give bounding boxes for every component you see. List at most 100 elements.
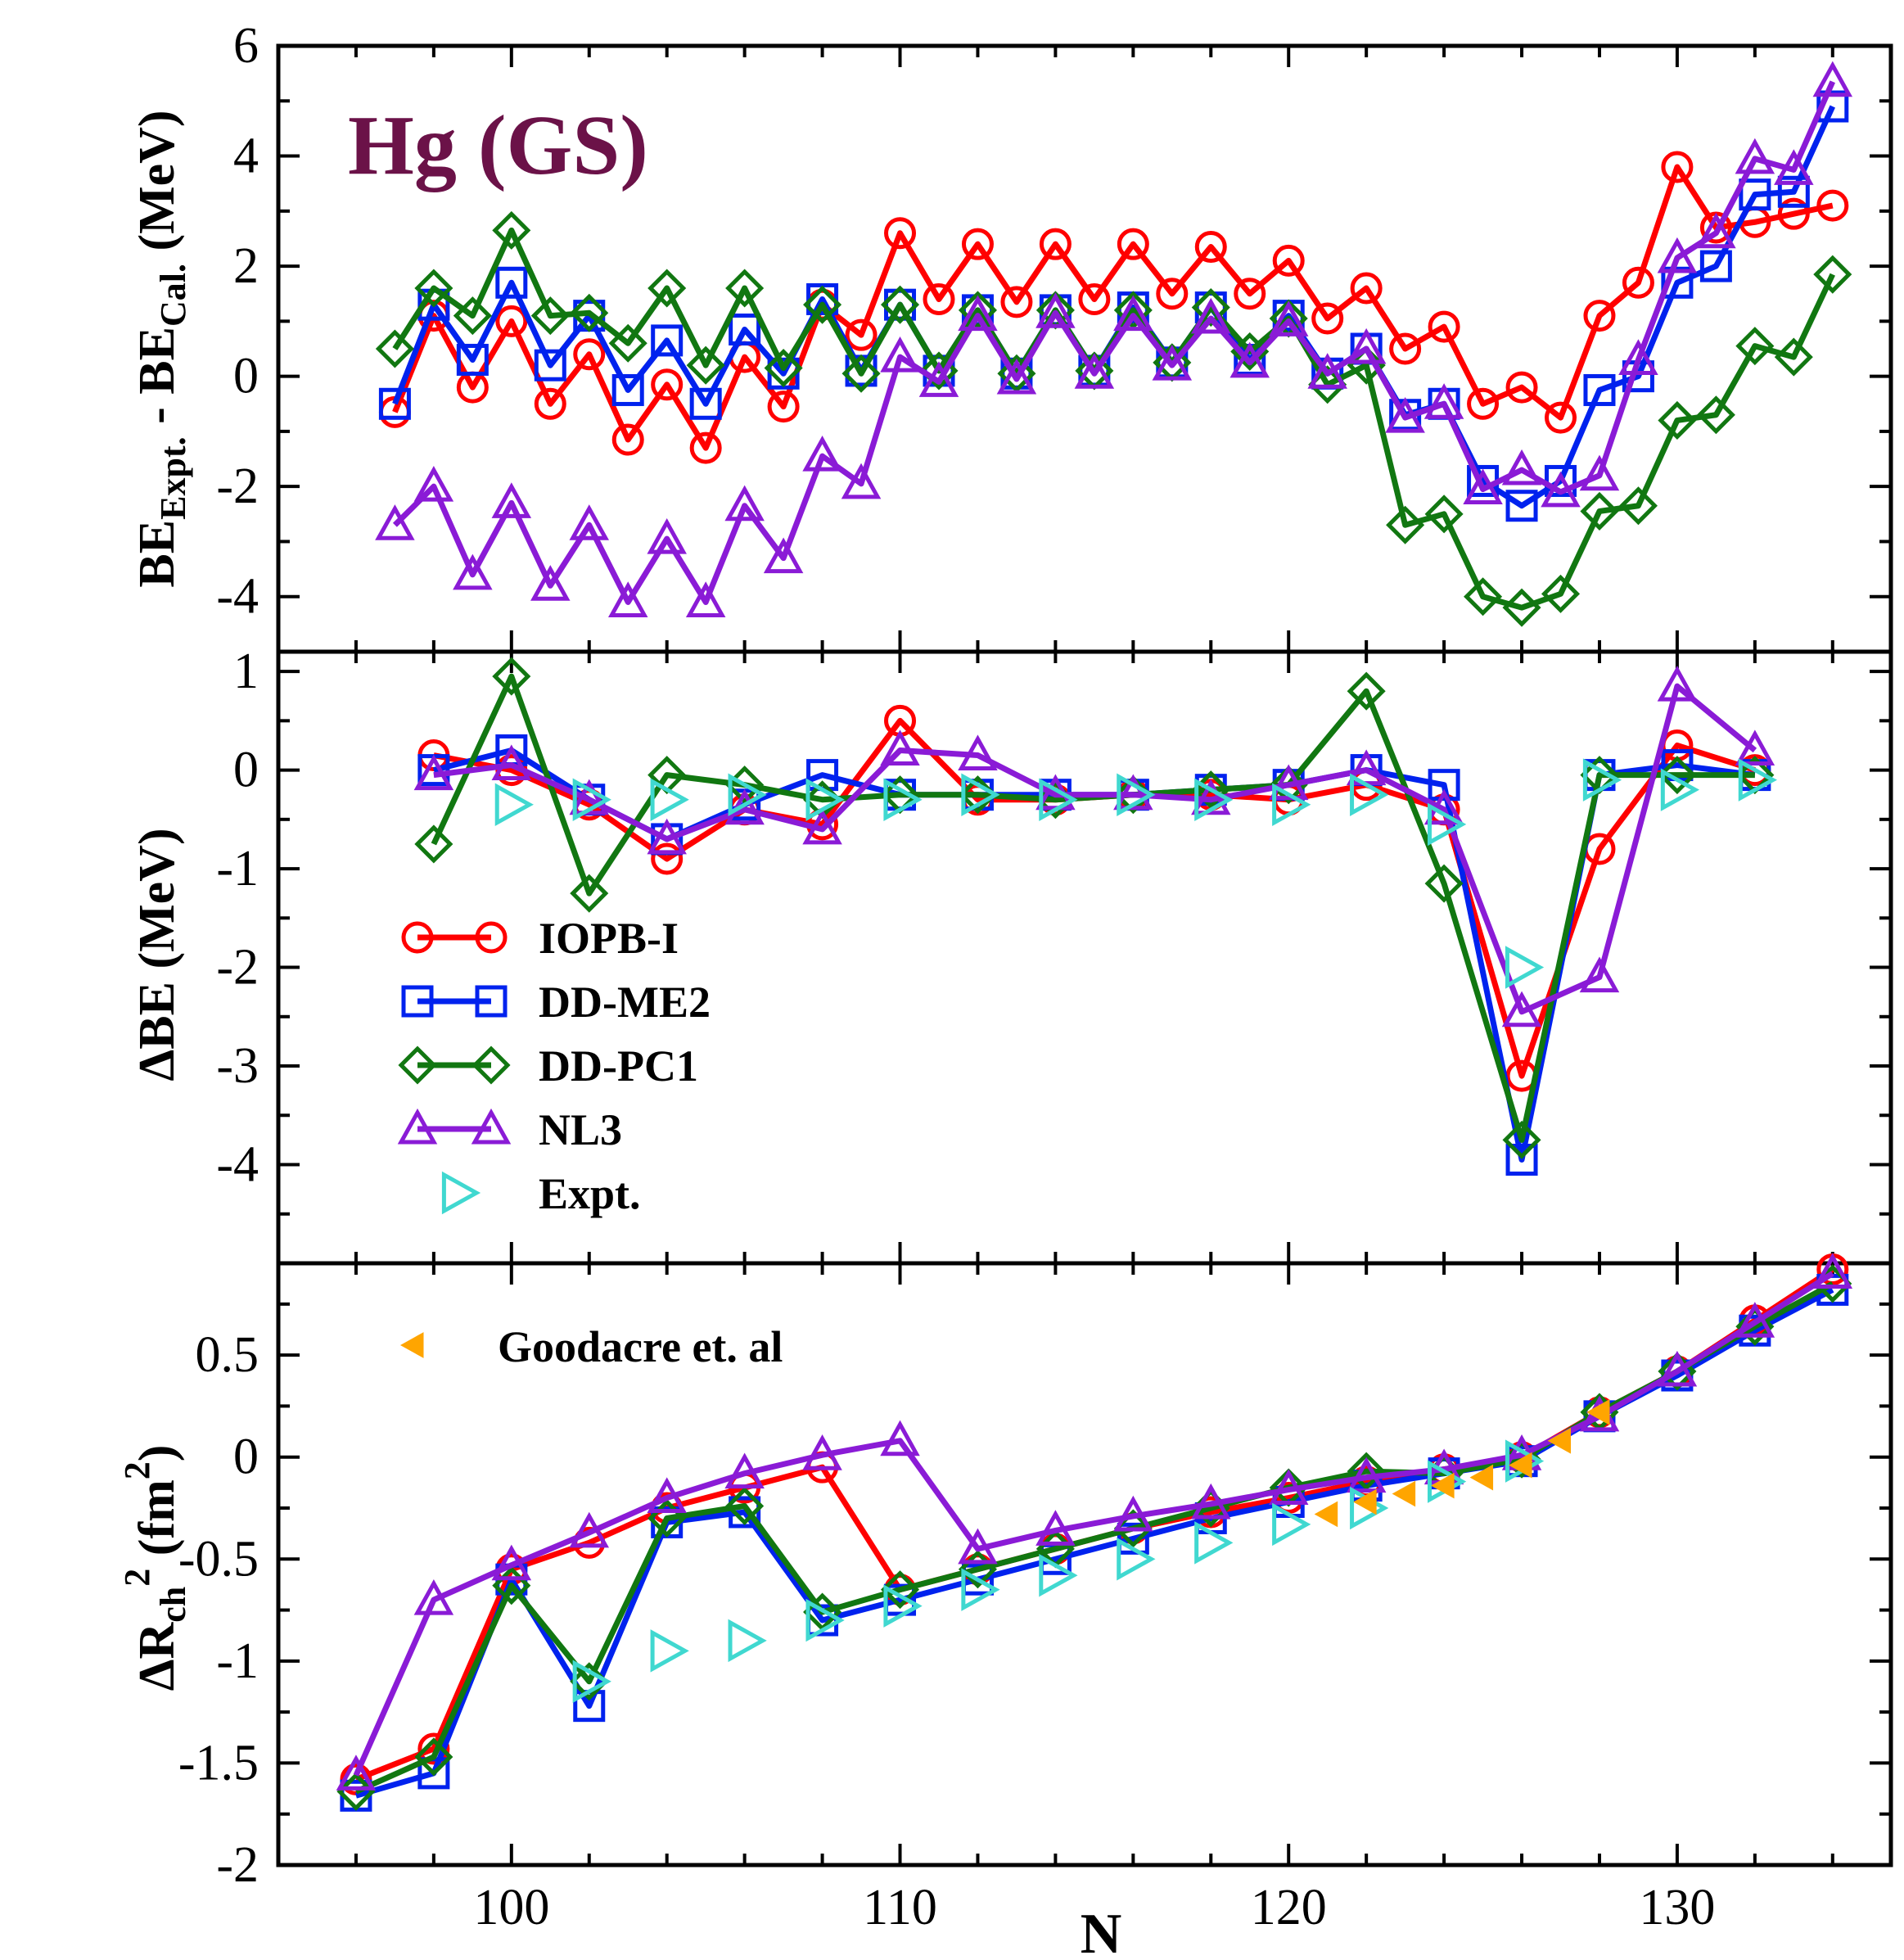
data-point-nl3 bbox=[1268, 300, 1309, 336]
y-tick-label: 0.5 bbox=[196, 1327, 259, 1383]
data-point-nl3 bbox=[1463, 468, 1503, 505]
legend-marker-iopb-i bbox=[401, 921, 434, 954]
data-point-nl3 bbox=[1657, 237, 1698, 273]
data-point-nl3 bbox=[491, 1544, 532, 1581]
x-tick-label: 110 bbox=[863, 1880, 937, 1935]
data-point-iopb-i bbox=[1272, 244, 1305, 277]
data-point-nl3 bbox=[1501, 991, 1542, 1027]
data-point-iopb-i bbox=[1389, 332, 1422, 365]
data-point-iopb-i bbox=[1583, 300, 1616, 332]
data-point-expt bbox=[1117, 1538, 1156, 1581]
data-point-nl3 bbox=[1191, 1483, 1231, 1520]
y-tick-label: 0 bbox=[233, 743, 259, 798]
data-point-nl3 bbox=[1346, 1456, 1387, 1493]
y-axis-label-bottom: ΔRch2 (fm2) bbox=[117, 1445, 193, 1691]
data-point-dd-pc1 bbox=[1541, 574, 1581, 613]
data-point-nl3 bbox=[1423, 383, 1464, 419]
data-point-goodacre-et-al bbox=[1431, 1472, 1455, 1499]
data-point-nl3 bbox=[880, 336, 920, 373]
data-point-dd-pc1 bbox=[1735, 327, 1775, 366]
data-point-expt bbox=[1660, 768, 1700, 811]
data-point-nl3 bbox=[1191, 297, 1231, 334]
data-point-iopb-i bbox=[1039, 228, 1072, 260]
y-tick-label: 6 bbox=[233, 18, 259, 74]
legend-marker-nl3 bbox=[471, 1108, 512, 1145]
series-line-nl3 bbox=[433, 683, 1757, 1015]
data-point-dd-me2 bbox=[1428, 769, 1460, 802]
y-tick-label: -2 bbox=[216, 458, 259, 514]
legend-marker-iopb-i bbox=[475, 921, 508, 954]
data-point-iopb-i bbox=[1816, 189, 1849, 222]
data-point-expt bbox=[883, 778, 923, 821]
y-label-part: Cal. bbox=[153, 264, 193, 327]
data-point-nl3 bbox=[1696, 212, 1736, 249]
data-point-nl3 bbox=[763, 537, 804, 574]
data-point-iopb-i bbox=[1428, 310, 1460, 343]
data-point-dd-pc1 bbox=[764, 349, 803, 388]
data-point-goodacre-et-al bbox=[1392, 1480, 1416, 1507]
data-point-dd-pc1 bbox=[1580, 491, 1619, 531]
data-point-dd-pc1 bbox=[1269, 765, 1308, 805]
data-point-dd-pc1 bbox=[414, 1737, 453, 1777]
data-point-expt bbox=[650, 1629, 689, 1673]
data-point-nl3 bbox=[1812, 1253, 1853, 1289]
data-point-nl3 bbox=[1579, 956, 1620, 993]
data-point-dd-pc1 bbox=[880, 285, 920, 324]
y-label-part: ) bbox=[129, 1445, 185, 1462]
data-point-nl3 bbox=[491, 482, 532, 518]
data-point-expt bbox=[1039, 1553, 1078, 1597]
data-point-nl3 bbox=[996, 358, 1037, 395]
data-point-nl3 bbox=[685, 581, 726, 617]
data-point-nl3 bbox=[1501, 449, 1542, 485]
data-point-nl3 bbox=[647, 1477, 687, 1514]
data-point-nl3 bbox=[530, 565, 571, 601]
data-point-nl3 bbox=[724, 1452, 765, 1489]
x-tick-label: 100 bbox=[473, 1880, 549, 1935]
x-tick-label: 130 bbox=[1639, 1880, 1715, 1935]
legend-label-goodacre: Goodacre et. al bbox=[498, 1322, 783, 1371]
data-point-dd-pc1 bbox=[1386, 505, 1425, 544]
data-point-iopb-i bbox=[1467, 387, 1500, 420]
data-point-dd-pc1 bbox=[1813, 255, 1852, 294]
data-point-nl3 bbox=[375, 504, 415, 540]
data-point-iopb-i bbox=[1234, 278, 1266, 310]
data-point-nl3 bbox=[802, 1434, 842, 1470]
data-point-expt bbox=[494, 783, 534, 826]
data-point-goodacre-et-al bbox=[1314, 1501, 1338, 1528]
data-point-nl3 bbox=[1113, 295, 1153, 332]
data-point-dd-pc1 bbox=[1774, 337, 1813, 377]
data-point-dd-me2 bbox=[456, 343, 489, 376]
data-point-nl3 bbox=[569, 779, 610, 815]
data-point-nl3 bbox=[958, 295, 998, 332]
data-point-iopb-i bbox=[1117, 228, 1149, 260]
data-point-iopb-i bbox=[1505, 371, 1538, 404]
data-point-dd-pc1 bbox=[375, 329, 414, 368]
data-point-nl3 bbox=[1268, 1469, 1309, 1506]
data-point-dd-pc1 bbox=[1502, 1120, 1541, 1159]
data-point-iopb-i bbox=[1194, 231, 1227, 264]
data-point-iopb-i bbox=[1311, 302, 1344, 335]
data-point-dd-me2 bbox=[1661, 266, 1694, 299]
data-point-goodacre-et-al bbox=[1586, 1399, 1610, 1425]
data-point-expt bbox=[1194, 778, 1234, 821]
data-point-dd-pc1 bbox=[647, 269, 687, 308]
legend-marker-dd-me2 bbox=[475, 985, 508, 1018]
legend-marker-dd-me2 bbox=[401, 985, 434, 1018]
data-point-dd-pc1 bbox=[1464, 577, 1503, 616]
data-point-dd-pc1 bbox=[530, 296, 570, 336]
data-point-dd-pc1 bbox=[880, 1570, 920, 1610]
data-point-dd-pc1 bbox=[1696, 395, 1735, 435]
panel-middle: -4 -3 -2 -1 0 1 bbox=[216, 644, 1893, 1266]
data-point-nl3 bbox=[1152, 345, 1193, 381]
data-point-expt bbox=[883, 1584, 923, 1628]
y-label-part: ΔR bbox=[129, 1622, 185, 1691]
panel-bottom: -2 -1.5 -1 -0.5 0 0.5 100 110 120 130 bbox=[178, 1253, 1893, 1935]
data-point-nl3 bbox=[1035, 292, 1076, 328]
legend-marker-dd-pc1 bbox=[398, 1045, 437, 1085]
data-point-goodacre-et-al bbox=[1547, 1427, 1572, 1454]
data-point-expt bbox=[650, 778, 689, 821]
data-point-nl3 bbox=[336, 1755, 377, 1791]
data-point-dd-pc1 bbox=[414, 269, 453, 308]
data-point-iopb-i bbox=[1545, 401, 1577, 434]
